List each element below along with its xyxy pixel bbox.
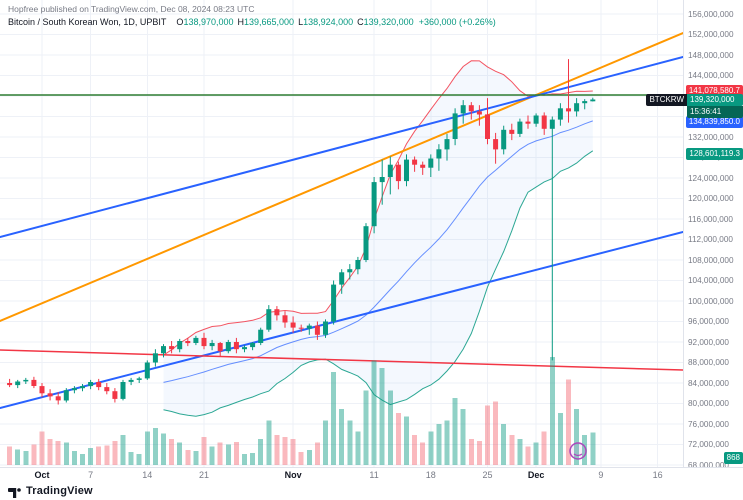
open-value: 138,970,000 bbox=[183, 17, 234, 27]
bb-lower-label: 128,601,119.3 bbox=[686, 148, 743, 161]
price-tick-label: 76,000,000 bbox=[688, 419, 729, 429]
bar-close-countdown: 15:36:41 bbox=[687, 105, 743, 118]
open-label: O bbox=[176, 17, 184, 27]
price-tick-label: 132,000,000 bbox=[688, 132, 734, 142]
bollinger-lower-line bbox=[163, 150, 594, 417]
price-chart[interactable] bbox=[0, 0, 683, 467]
emoji-sticker-icon[interactable] bbox=[569, 442, 587, 460]
volume-bars bbox=[7, 357, 596, 465]
price-tick-label: 96,000,000 bbox=[688, 317, 729, 326]
price-tick-label: 156,000,000 bbox=[688, 9, 734, 19]
time-tick-label: Oct bbox=[34, 470, 50, 480]
high-label: H bbox=[237, 17, 245, 27]
price-tick-label: 104,000,000 bbox=[688, 276, 734, 285]
tradingview-logo-icon[interactable] bbox=[8, 485, 21, 498]
price-axis[interactable]: 156,000,000 152,000,000 148,000,000 144,000… bbox=[646, 0, 743, 470]
high-value: 139,665,000 bbox=[244, 17, 295, 27]
last-price-label: BTCKRW 139,320,000 15:36:41 bbox=[646, 93, 743, 118]
change-value: +360,000 (+0.26%) bbox=[418, 17, 496, 27]
grid-lines bbox=[0, 0, 683, 467]
symbol-legend: Bitcoin / South Korean Won, 1D, UPBIT O13… bbox=[8, 17, 496, 27]
price-tick-label: 80,000,000 bbox=[688, 399, 729, 408]
channel-blue-lower bbox=[0, 231, 683, 409]
time-tick-label: 18 bbox=[425, 470, 436, 480]
bollinger-basis-line bbox=[163, 120, 593, 383]
price-tick-label: 72,000,000 bbox=[688, 440, 729, 449]
price-tick-label: 100,000,000 bbox=[688, 296, 734, 306]
time-tick-label: Dec bbox=[527, 470, 545, 480]
trend-lines[interactable] bbox=[0, 32, 683, 409]
trendline-red bbox=[0, 349, 683, 371]
price-tick-label: 124,000,000 bbox=[688, 173, 734, 183]
price-tick-label: 92,000,000 bbox=[688, 337, 729, 347]
price-tick-label: 108,000,000 bbox=[688, 255, 734, 265]
published-line: Hopfree published on TradingView.com, De… bbox=[8, 4, 255, 14]
low-value: 138,924,000 bbox=[303, 17, 354, 27]
close-label: C bbox=[357, 17, 364, 27]
last-price-value: 139,320,000 bbox=[687, 93, 743, 106]
price-tick-label: 116,000,000 bbox=[688, 214, 733, 224]
time-tick-label: 9 bbox=[598, 470, 604, 480]
symbol-ticker-tag: BTCKRW bbox=[646, 93, 687, 106]
price-tick-label: 84,000,000 bbox=[688, 378, 729, 388]
time-tick-label: 14 bbox=[142, 470, 153, 480]
time-tick-label: Nov bbox=[284, 470, 302, 480]
bottom-bar: TradingView bbox=[0, 482, 743, 500]
tradingview-wordmark[interactable]: TradingView bbox=[26, 485, 93, 497]
time-tick-label: 16 bbox=[652, 470, 663, 480]
time-tick-label: 7 bbox=[88, 470, 94, 480]
time-tick-label: 21 bbox=[198, 470, 210, 480]
price-tick-label: 120,000,000 bbox=[688, 194, 734, 203]
bb-basis-label: 134,839,850.0 bbox=[685, 116, 743, 129]
price-tick-label: 152,000,000 bbox=[688, 30, 734, 39]
volume-label: 868 bbox=[723, 452, 743, 464]
price-tick-label: 88,000,000 bbox=[688, 358, 729, 367]
time-tick-label: 11 bbox=[369, 470, 379, 480]
time-tick-label: 25 bbox=[482, 470, 493, 480]
symbol-title[interactable]: Bitcoin / South Korean Won, 1D, UPBIT bbox=[8, 17, 167, 27]
channel-blue-upper bbox=[0, 56, 683, 238]
close-value: 139,320,000 bbox=[363, 17, 414, 27]
price-tick-label: 148,000,000 bbox=[688, 50, 734, 60]
bollinger-upper-line bbox=[163, 60, 593, 356]
low-label: L bbox=[298, 17, 304, 27]
price-tick-label: 68,000,000 bbox=[688, 460, 729, 470]
time-axis[interactable]: Oct 7 14 21 Nov 11 18 25 Dec 9 16 bbox=[0, 467, 743, 483]
price-tick-label: 144,000,000 bbox=[688, 71, 734, 80]
price-tick-label: 112,000,000 bbox=[688, 235, 733, 244]
trendline-orange bbox=[0, 32, 683, 322]
candles bbox=[7, 59, 596, 405]
